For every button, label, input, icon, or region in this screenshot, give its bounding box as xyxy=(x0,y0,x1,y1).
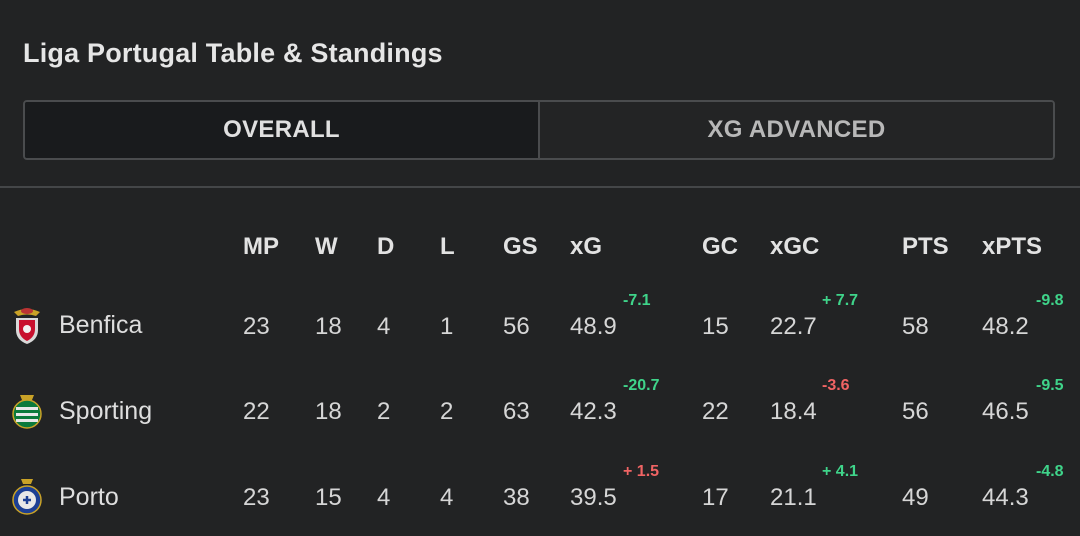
xg-diff-badge: -7.1 xyxy=(623,292,651,309)
header-gs[interactable]: GS xyxy=(503,233,538,260)
cell-xpts: 48.2 xyxy=(982,313,1029,340)
xpts-diff-badge: -4.8 xyxy=(1036,463,1064,480)
cell-d: 4 xyxy=(377,313,391,340)
cell-d: 2 xyxy=(377,398,391,425)
xg-diff-badge: + 1.5 xyxy=(623,463,660,480)
header-xg[interactable]: xG xyxy=(570,233,603,260)
cell-mp: 22 xyxy=(243,398,270,425)
cell-l: 4 xyxy=(440,484,454,511)
header-xgc[interactable]: xGC xyxy=(770,233,820,260)
xg-diff-badge: -20.7 xyxy=(623,377,660,394)
xpts-diff-badge: -9.8 xyxy=(1036,292,1064,309)
sporting-crest-icon xyxy=(12,395,42,429)
header-d[interactable]: D xyxy=(377,233,395,260)
cell-xgc: 18.4 xyxy=(770,398,817,425)
cell-gc: 15 xyxy=(702,313,729,340)
section-divider xyxy=(0,186,1080,188)
header-pts[interactable]: PTS xyxy=(902,233,949,260)
xgc-diff-badge: -3.6 xyxy=(822,377,850,394)
cell-gc: 17 xyxy=(702,484,729,511)
cell-pts: 56 xyxy=(902,398,929,425)
cell-xpts: 46.5 xyxy=(982,398,1029,425)
cell-xpts: 44.3 xyxy=(982,484,1029,511)
cell-w: 18 xyxy=(315,313,342,340)
cell-w: 15 xyxy=(315,484,342,511)
header-w[interactable]: W xyxy=(315,233,338,260)
xpts-diff-badge: -9.5 xyxy=(1036,377,1064,394)
xgc-diff-badge: + 4.1 xyxy=(822,463,859,480)
cell-xg: 39.5 xyxy=(570,484,617,511)
header-l[interactable]: L xyxy=(440,233,455,260)
cell-l: 1 xyxy=(440,313,454,340)
cell-l: 2 xyxy=(440,398,454,425)
cell-d: 4 xyxy=(377,484,391,511)
cell-mp: 23 xyxy=(243,484,270,511)
team-name: Porto xyxy=(59,483,119,511)
xgc-diff-badge: + 7.7 xyxy=(822,292,859,309)
cell-mp: 23 xyxy=(243,313,270,340)
tab-xg-advanced[interactable]: XG ADVANCED xyxy=(538,102,1053,158)
header-xpts[interactable]: xPTS xyxy=(982,233,1043,260)
cell-gc: 22 xyxy=(702,398,729,425)
benfica-crest-icon xyxy=(14,308,40,344)
cell-gs: 56 xyxy=(503,313,530,340)
cell-pts: 58 xyxy=(902,313,929,340)
cell-gs: 38 xyxy=(503,484,530,511)
view-tabs: OVERALL XG ADVANCED xyxy=(23,100,1055,160)
cell-pts: 49 xyxy=(902,484,929,511)
page-title: Liga Portugal Table & Standings xyxy=(23,38,443,68)
header-gc[interactable]: GC xyxy=(702,233,738,260)
cell-xg: 42.3 xyxy=(570,398,617,425)
cell-gs: 63 xyxy=(503,398,530,425)
porto-crest-icon xyxy=(12,479,42,515)
header-mp[interactable]: MP xyxy=(243,233,279,260)
cell-xgc: 22.7 xyxy=(770,313,817,340)
cell-xgc: 21.1 xyxy=(770,484,817,511)
cell-xg: 48.9 xyxy=(570,313,617,340)
team-name: Benfica xyxy=(59,311,143,339)
team-name: Sporting xyxy=(59,397,153,425)
cell-w: 18 xyxy=(315,398,342,425)
tab-overall[interactable]: OVERALL xyxy=(25,102,538,158)
